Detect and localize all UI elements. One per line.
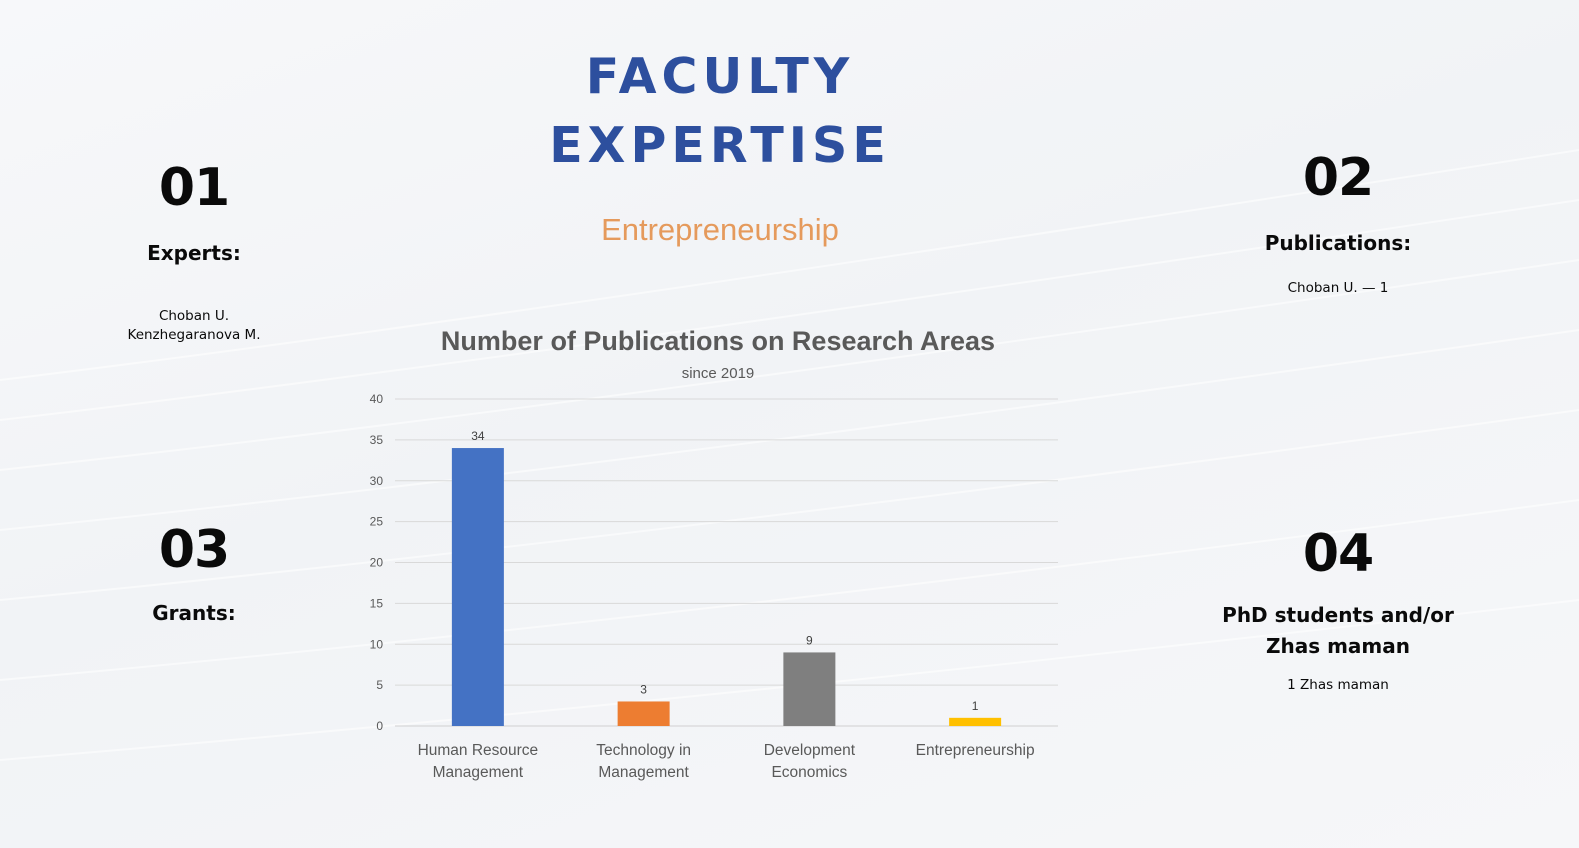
y-tick-label: 25 [370,515,384,529]
x-tick-label: Management [433,764,524,781]
data-label: 1 [972,699,979,713]
publications-block: 02 Publications: Choban U. — 1 [1218,152,1458,298]
x-tick-label: Entrepreneurship [916,742,1035,759]
data-label: 9 [806,633,813,647]
y-tick-label: 30 [370,474,384,488]
block-body: Choban U. Kenzhegaranova M. [94,307,294,345]
page-title-line-2: EXPERTISE [549,117,891,174]
block-heading: Publications: [1264,231,1412,255]
y-tick-label: 35 [370,433,384,447]
publication-line: Choban U. — 1 [1287,280,1389,296]
block-body: 1 Zhas maman [1203,676,1473,695]
expert-name: Choban U. [158,308,230,324]
bar [783,652,836,726]
x-tick-label: Technology in [596,742,691,759]
chart-subtitle: since 2019 [682,365,755,382]
bar [451,448,504,726]
block-number: 01 [158,158,230,218]
y-tick-label: 40 [370,392,384,406]
x-tick-label: Economics [771,764,847,781]
grants-block: 03 Grants: [94,524,294,629]
experts-block: 01 Experts: Choban U. Kenzhegaranova M. [94,162,294,345]
block-heading: Experts: [147,241,241,265]
y-tick-label: 20 [370,556,384,570]
phd-students-block: 04 PhD students and/or Zhas maman 1 Zhas … [1203,528,1473,695]
y-tick-label: 10 [370,637,384,651]
block-number: 02 [1302,148,1374,208]
phd-line: 1 Zhas maman [1287,677,1389,693]
x-tick-label: Management [598,764,689,781]
bar [617,701,670,726]
page-title-line-1: FACULTY [585,48,855,105]
x-tick-label: Human Resource [418,742,539,759]
data-label: 34 [471,429,485,443]
bar [949,717,1002,726]
block-heading: PhD students and/or Zhas maman [1222,603,1454,658]
block-heading: Grants: [152,601,236,625]
y-tick-label: 15 [370,596,384,610]
block-number: 04 [1302,524,1374,584]
block-number: 03 [158,520,230,580]
x-tick-label: Development [764,742,856,759]
block-body: Choban U. — 1 [1218,279,1458,298]
data-label: 3 [640,682,647,696]
y-tick-label: 5 [376,678,383,692]
expert-name: Kenzhegaranova M. [127,327,261,343]
y-tick-label: 0 [376,719,383,733]
page-subtitle: Entrepreneurship [601,212,839,247]
chart-title: Number of Publications on Research Areas [441,326,995,356]
